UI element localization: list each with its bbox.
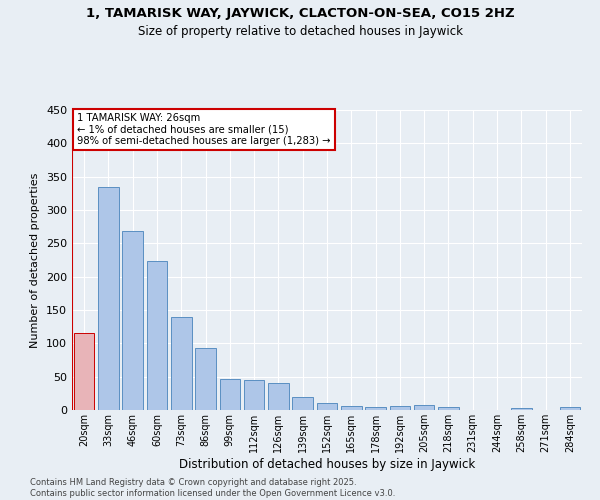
Bar [414, 404, 434, 410]
Bar [341, 406, 362, 410]
Text: Contains HM Land Registry data © Crown copyright and database right 2025.
Contai: Contains HM Land Registry data © Crown c… [30, 478, 395, 498]
Bar [244, 380, 265, 410]
Bar [389, 406, 410, 410]
X-axis label: Distribution of detached houses by size in Jaywick: Distribution of detached houses by size … [179, 458, 475, 470]
Bar [98, 186, 119, 410]
Bar [438, 408, 459, 410]
Text: Size of property relative to detached houses in Jaywick: Size of property relative to detached ho… [137, 25, 463, 38]
Bar [171, 316, 191, 410]
Bar [560, 408, 580, 410]
Bar [146, 262, 167, 410]
Text: 1, TAMARISK WAY, JAYWICK, CLACTON-ON-SEA, CO15 2HZ: 1, TAMARISK WAY, JAYWICK, CLACTON-ON-SEA… [86, 8, 514, 20]
Bar [365, 406, 386, 410]
Bar [292, 398, 313, 410]
Y-axis label: Number of detached properties: Number of detached properties [31, 172, 40, 348]
Bar [74, 334, 94, 410]
Text: 1 TAMARISK WAY: 26sqm
← 1% of detached houses are smaller (15)
98% of semi-detac: 1 TAMARISK WAY: 26sqm ← 1% of detached h… [77, 113, 331, 146]
Bar [195, 348, 216, 410]
Bar [122, 232, 143, 410]
Bar [511, 408, 532, 410]
Bar [317, 402, 337, 410]
Bar [268, 382, 289, 410]
Bar [220, 380, 240, 410]
